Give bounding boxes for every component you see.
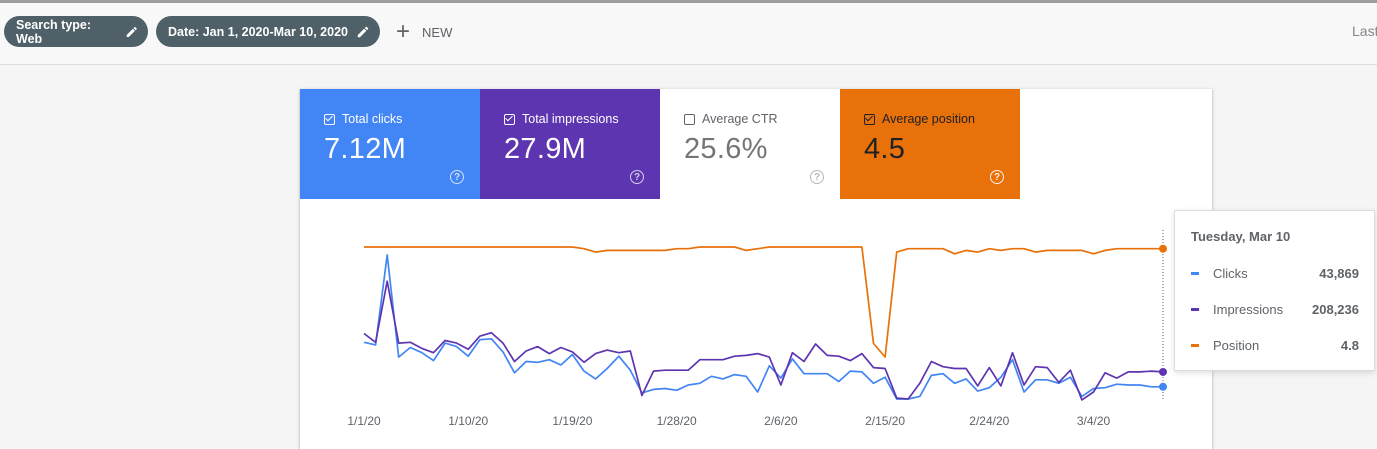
- tooltip-series-name: Position: [1213, 337, 1260, 353]
- x-tick-label: 1/10/20: [448, 414, 488, 428]
- checkbox-icon[interactable]: [324, 113, 335, 125]
- new-filter-button[interactable]: + NEW: [396, 19, 452, 45]
- hover-point-impressions: [1159, 367, 1167, 376]
- metric-label: Average position: [882, 112, 975, 126]
- metric-value: 27.9M: [504, 133, 587, 165]
- last-updated-label: Last: [1352, 23, 1377, 39]
- metric-tile-total-clicks[interactable]: Total clicks 7.12M ?: [300, 89, 480, 199]
- metric-value: 4.5: [864, 133, 906, 165]
- performance-line-chart[interactable]: 1/1/20 1/10/20 1/19/20 1/28/20 2/6/20 2/15/20…: [300, 200, 1212, 449]
- series-line-clicks: [363, 254, 1163, 400]
- hover-point-position: [1159, 244, 1167, 253]
- x-tick-label: 2/15/20: [865, 414, 905, 428]
- help-circle-icon[interactable]: ?: [450, 170, 464, 184]
- legend-swatch: [1191, 307, 1199, 311]
- plus-icon: +: [396, 18, 411, 45]
- legend-swatch: [1191, 271, 1199, 275]
- help-circle-icon[interactable]: ?: [810, 170, 824, 184]
- window-top-border: [0, 0, 1377, 3]
- metric-tile-total-impressions[interactable]: Total impressions 27.9M ?: [480, 89, 660, 199]
- tooltip-date: Tuesday, Mar 10: [1191, 229, 1291, 244]
- search-type-filter-chip[interactable]: Search type: Web: [4, 16, 148, 47]
- x-tick-label: 1/19/20: [552, 414, 592, 428]
- metric-tile-average-ctr[interactable]: Average CTR 25.6% ?: [660, 89, 840, 199]
- tooltip-series-value: 4.8: [1340, 337, 1359, 353]
- metric-value: 7.12M: [324, 133, 407, 165]
- help-circle-icon[interactable]: ?: [630, 170, 644, 184]
- date-filter-label: Date: Jan 1, 2020-Mar 10, 2020: [168, 24, 348, 39]
- x-tick-label: 3/4/20: [1077, 414, 1111, 428]
- tooltip-row-clicks: Clicks 43,869: [1191, 264, 1359, 282]
- new-filter-label: NEW: [422, 24, 453, 40]
- metric-tile-average-position[interactable]: Average position 4.5 ?: [840, 89, 1020, 199]
- search-type-filter-label: Search type: Web: [16, 17, 92, 46]
- legend-swatch: [1191, 343, 1199, 347]
- tooltip-series-value: 208,236: [1312, 301, 1359, 317]
- tooltip-series-name: Impressions: [1213, 301, 1284, 317]
- series-line-impressions: [363, 280, 1164, 401]
- metric-label: Average CTR: [702, 112, 778, 126]
- date-filter-chip[interactable]: Date: Jan 1, 2020-Mar 10, 2020: [156, 16, 380, 47]
- x-tick-label: 1/1/20: [347, 414, 381, 428]
- chart-tooltip: Tuesday, Mar 10 Clicks 43,869 Impression…: [1174, 210, 1375, 371]
- hover-point-clicks: [1159, 382, 1167, 391]
- metric-value: 25.6%: [684, 133, 768, 165]
- tooltip-row-impressions: Impressions 208,236: [1191, 300, 1359, 318]
- help-circle-icon[interactable]: ?: [990, 170, 1004, 184]
- x-tick-label: 2/24/20: [969, 414, 1009, 428]
- series-line-position: [364, 246, 1163, 358]
- checkbox-icon[interactable]: [864, 113, 875, 125]
- tooltip-series-name: Clicks: [1213, 265, 1248, 281]
- metric-label: Total impressions: [522, 112, 619, 126]
- x-tick-label: 1/28/20: [657, 414, 697, 428]
- tooltip-row-position: Position 4.8: [1191, 336, 1359, 354]
- checkbox-icon[interactable]: [684, 113, 695, 125]
- filter-bar: Search type: Web Date: Jan 1, 2020-Mar 1…: [0, 3, 1377, 65]
- checkbox-icon[interactable]: [504, 113, 515, 125]
- tooltip-series-value: 43,869: [1319, 265, 1359, 281]
- pencil-icon[interactable]: [125, 25, 138, 39]
- x-tick-label: 2/6/20: [764, 414, 798, 428]
- pencil-icon[interactable]: [356, 25, 370, 39]
- metric-label: Total clicks: [342, 112, 403, 126]
